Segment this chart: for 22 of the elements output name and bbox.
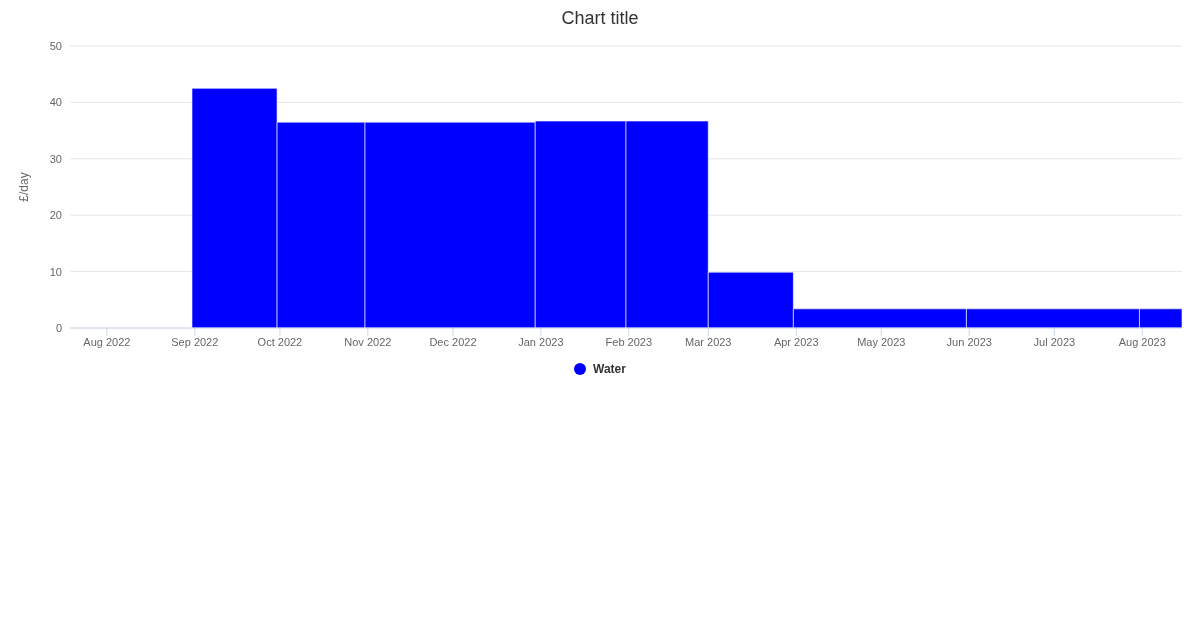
x-tick-label: Aug 2023 (1118, 335, 1166, 348)
y-tick-label: 40 (49, 96, 62, 109)
x-tick-label: Oct 2022 (257, 335, 303, 348)
x-tick-label: May 2023 (857, 335, 906, 348)
x-tick-label: Mar 2023 (685, 335, 732, 348)
y-axis-title: £/day (17, 172, 32, 202)
x-tick-label: Aug 2022 (83, 335, 131, 348)
y-tick-label: 0 (55, 321, 62, 334)
x-tick-label: Jun 2023 (946, 335, 992, 348)
x-tick-label: Sep 2022 (171, 335, 219, 348)
y-tick-label: 30 (49, 152, 62, 165)
legend-label: Water (593, 362, 626, 376)
y-tick-label: 20 (49, 209, 62, 222)
y-tick-label: 10 (49, 265, 62, 278)
x-tick-label: Nov 2022 (344, 335, 392, 348)
x-tick-label: Dec 2022 (429, 335, 477, 348)
y-tick-label: 50 (49, 39, 62, 52)
x-tick-label: Jul 2023 (1033, 335, 1076, 348)
x-tick-label: Jan 2023 (518, 335, 564, 348)
x-tick-label: Feb 2023 (605, 335, 653, 348)
chart-title: Chart title (560, 8, 640, 30)
x-tick-label: Apr 2023 (773, 335, 819, 348)
